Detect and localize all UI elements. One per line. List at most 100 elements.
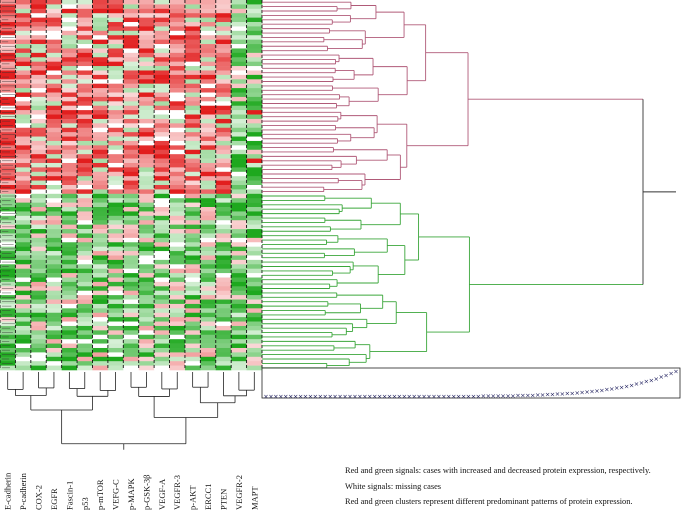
heatmap-cell (154, 48, 170, 54)
heatmap-cell (154, 198, 170, 203)
heatmap-cell (30, 30, 47, 36)
heatmap-cell (154, 52, 170, 58)
heatmap-cell (46, 167, 62, 173)
heatmap-cell (77, 255, 93, 261)
heatmap-cell (15, 83, 32, 89)
heatmap-cell (215, 295, 232, 300)
column-label: p-MAPK (126, 477, 136, 510)
heatmap-cell (200, 52, 217, 58)
heatmap-cell (123, 317, 139, 322)
inset-marker: × (283, 393, 288, 401)
column-label: p-AKT (188, 485, 198, 510)
heatmap-cell (46, 290, 62, 296)
heatmap-cell (200, 365, 217, 371)
heatmap-cell (246, 251, 263, 256)
heatmap-cell (15, 325, 32, 331)
heatmap-cell (123, 0, 139, 5)
heatmap-cell (123, 88, 139, 93)
heatmap-cell (231, 308, 247, 314)
heatmap-cell (107, 202, 124, 208)
heatmap-cell (169, 317, 186, 322)
heatmap-cell (154, 334, 170, 340)
heatmap-cell (107, 52, 124, 58)
heatmap-cell (184, 96, 201, 102)
heatmap-cell (77, 185, 93, 190)
heatmap-cell (231, 154, 247, 159)
heatmap-cell (123, 92, 139, 98)
heatmap-cell (92, 224, 109, 230)
heatmap-cell (246, 167, 263, 173)
heatmap-cell (77, 145, 93, 151)
heatmap-cell (246, 224, 263, 230)
heatmap-cell (61, 242, 78, 247)
heatmap-cell (184, 110, 201, 115)
heatmap-cell (61, 308, 78, 314)
heatmap-cell (15, 361, 32, 366)
heatmap-cell (169, 39, 186, 45)
heatmap-cell (184, 39, 201, 45)
inset-marker: × (540, 391, 545, 399)
heatmap-cell (15, 171, 32, 177)
heatmap-cell (184, 312, 201, 318)
heatmap-cell (77, 39, 93, 45)
heatmap-cell (77, 96, 93, 102)
heatmap-cell (123, 66, 139, 71)
heatmap-cell (15, 88, 32, 93)
heatmap-cell (138, 110, 155, 115)
heatmap-cell (246, 347, 263, 353)
heatmap-cell (15, 317, 32, 322)
heatmap-cell (169, 361, 186, 366)
heatmap-cell (61, 57, 78, 62)
heatmap-cell (15, 295, 32, 300)
heatmap-cell (46, 74, 62, 80)
heatmap-cell (46, 30, 62, 36)
heatmap-cell (92, 325, 109, 331)
heatmap-cell (169, 48, 186, 54)
heatmap-cell (92, 286, 109, 292)
heatmap-cell (15, 321, 32, 327)
heatmap-cell (61, 149, 78, 155)
heatmap-cell (231, 365, 247, 371)
heatmap-cell (154, 317, 170, 322)
heatmap-cell (61, 365, 78, 371)
heatmap-cell (231, 22, 247, 27)
heatmap-cell (215, 96, 232, 102)
heatmap-cell (15, 273, 32, 278)
inset-frame (261, 367, 681, 399)
heatmap-cell (246, 127, 263, 133)
heatmap-cell (61, 22, 78, 27)
heatmap-cell (107, 347, 124, 353)
inset-marker: × (367, 393, 372, 401)
heatmap-cell (231, 35, 247, 40)
heatmap-cell (138, 185, 155, 190)
heatmap-cell (30, 83, 47, 89)
inset-marker: × (520, 392, 525, 400)
heatmap-cell (169, 220, 186, 225)
heatmap-cell (231, 132, 247, 137)
heatmap-cell (15, 13, 32, 18)
heatmap-cell (123, 180, 139, 186)
heatmap-cell (154, 286, 170, 292)
heatmap-cell (200, 0, 217, 5)
heatmap-cell (246, 110, 263, 115)
heatmap-cell (123, 308, 139, 314)
heatmap-cell (154, 242, 170, 247)
heatmap-cell (77, 312, 93, 318)
heatmap-cell (77, 35, 93, 40)
heatmap-cell (30, 259, 47, 265)
heatmap-cell (46, 180, 62, 186)
heatmap-cell (138, 8, 155, 14)
heatmap-cell (169, 273, 186, 278)
inset-marker: × (352, 393, 357, 401)
heatmap-cell (107, 13, 124, 18)
heatmap-cell (107, 176, 124, 181)
heatmap-cell (246, 361, 263, 366)
heatmap-cell (107, 22, 124, 27)
heatmap-cell (46, 303, 62, 309)
heatmap-cell (61, 264, 78, 269)
heatmap-cell (231, 330, 247, 336)
heatmap-cell (184, 35, 201, 40)
heatmap-cell (46, 312, 62, 318)
inset-marker: × (658, 373, 663, 381)
heatmap-cell (92, 361, 109, 366)
